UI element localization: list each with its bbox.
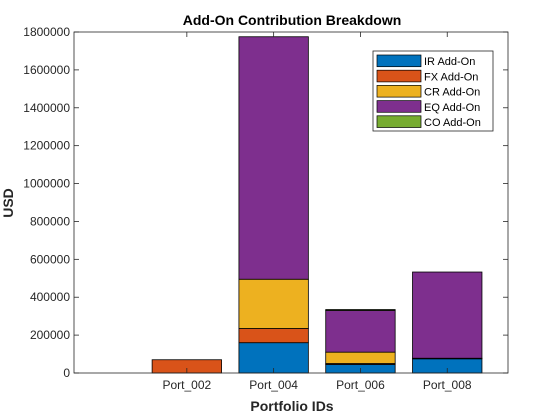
bar-segment-port_004-fx-add-on [238, 328, 309, 344]
y-tick-label: 1200000 [23, 139, 70, 153]
y-tick-label: 200000 [30, 328, 70, 342]
legend-swatch [376, 115, 422, 128]
bars-layer [151, 36, 483, 374]
x-tick-label: Port_008 [423, 378, 472, 392]
y-tick-label: 0 [63, 366, 70, 380]
legend: IR Add-On FX Add-On CR Add-On EQ Add-On CO A… [372, 50, 494, 132]
bar-segment-port_004-eq-add-on [238, 36, 309, 280]
bar-segment-port_006-eq-add-on [325, 310, 396, 353]
y-tick-label: 1400000 [23, 101, 70, 115]
legend-label: CR Add-On [424, 87, 480, 99]
y-tick-label: 1600000 [23, 63, 70, 77]
axes-layer: 0 200000 400000 600000 800000 1000000 1200000 1… [23, 25, 509, 392]
y-axis-title: USD [0, 188, 16, 218]
legend-label: IR Add-On [424, 56, 475, 68]
plot-area-border [73, 31, 509, 374]
bar-segment-port_008-eq-add-on [412, 271, 483, 359]
legend-swatch [376, 100, 422, 113]
bar-segment-port_004-ir-add-on [238, 342, 309, 374]
x-tick-label: Port_006 [336, 378, 385, 392]
y-tick-label: 1800000 [23, 25, 70, 39]
bar-segment-port_006-cr-add-on [325, 351, 396, 364]
legend-swatch [376, 69, 422, 83]
legend-swatch [376, 54, 422, 68]
legend-swatch [376, 85, 422, 98]
legend-label: FX Add-On [424, 71, 478, 83]
legend-label: CO Add-On [424, 117, 481, 129]
x-axis-title: Portfolio IDs [250, 398, 333, 414]
y-tick-label: 1000000 [23, 177, 70, 191]
y-tick-label: 400000 [30, 290, 70, 304]
chart-title: Add-On Contribution Breakdown [183, 12, 402, 28]
x-tick-label: Port_004 [249, 378, 298, 392]
y-tick-label: 600000 [30, 252, 70, 266]
x-tick-label: Port_002 [162, 378, 211, 392]
bar-segment-port_004-cr-add-on [238, 278, 309, 329]
bar-segment-port_006-co-add-on [325, 309, 396, 311]
legend-label: EQ Add-On [424, 102, 480, 114]
y-tick-label: 800000 [30, 214, 70, 228]
